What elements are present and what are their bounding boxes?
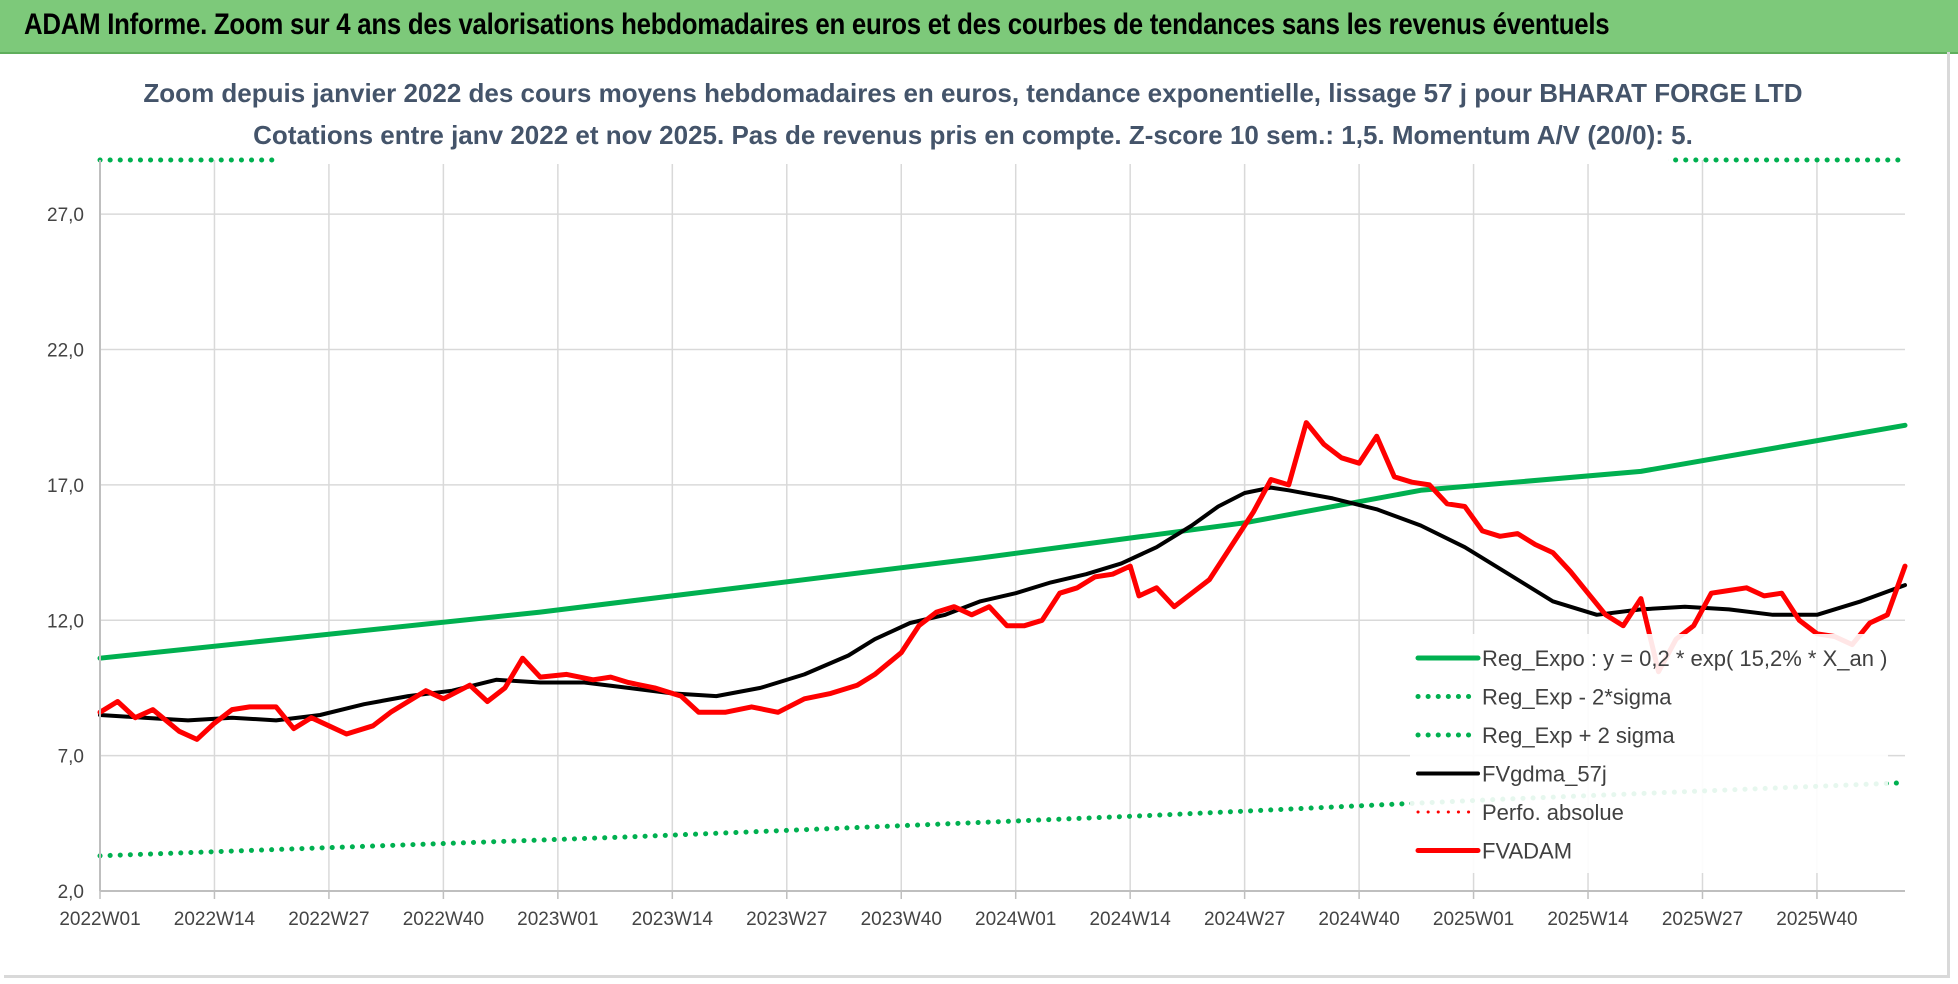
legend: Reg_Expo : y = 0,2 * exp( 15,2% * X_an )… [1410, 634, 1888, 873]
chart-title-line-1: Zoom depuis janvier 2022 des cours moyen… [143, 78, 1802, 108]
chart-title-line-2: Cotations entre janv 2022 et nov 2025. P… [253, 120, 1693, 150]
x-tick-label: 2024W27 [1204, 909, 1285, 930]
series-line-reg-exp-2-sigma [97, 780, 1908, 859]
x-tick-label: 2023W40 [861, 909, 942, 930]
x-tick-label: 2025W27 [1662, 909, 1743, 930]
x-tick-label: 2023W01 [517, 909, 598, 930]
y-tick-label: 2,0 [58, 882, 84, 903]
series-line-fvadam [97, 420, 1908, 742]
x-tick-label: 2024W14 [1089, 909, 1171, 930]
x-tick-label: 2022W27 [288, 909, 369, 930]
grid [100, 160, 1905, 891]
x-tick-label: 2022W14 [174, 909, 256, 930]
x-tick-label: 2025W14 [1547, 909, 1629, 930]
legend-label: Reg_Expo : y = 0,2 * exp( 15,2% * X_an ) [1482, 646, 1887, 671]
banner-title: ADAM Informe. Zoom sur 4 ans des valoris… [24, 8, 1610, 41]
x-tick-label: 2023W14 [632, 909, 714, 930]
axes: 2,0 7,0 12,0 17,0 22,0 27,0 2022W01 2022W14 2022… [47, 160, 1905, 930]
x-tick-label: 2023W27 [746, 909, 827, 930]
legend-label: Reg_Exp - 2*sigma [1482, 685, 1672, 710]
x-tick-label: 2022W01 [59, 909, 140, 930]
x-tick-label: 2024W40 [1318, 909, 1399, 930]
x-tick-label: 2022W40 [403, 909, 484, 930]
legend-label: FVADAM [1482, 839, 1572, 864]
banner: ADAM Informe. Zoom sur 4 ans des valoris… [0, 0, 1958, 54]
legend-label: Reg_Exp + 2 sigma [1482, 723, 1675, 748]
title-background [278, 78, 1668, 164]
y-tick-label: 22,0 [47, 341, 84, 362]
legend-background [1410, 634, 1888, 873]
y-tick-label: 27,0 [47, 205, 84, 226]
legend-label: Perfo. absolue [1482, 800, 1624, 825]
y-tick-label: 17,0 [47, 476, 84, 497]
x-tick-label: 2025W01 [1433, 909, 1514, 930]
y-tick-label: 7,0 [58, 747, 84, 768]
x-tick-label: 2025W40 [1776, 909, 1857, 930]
legend-label: FVgdma_57j [1482, 762, 1607, 787]
x-tick-label: 2024W01 [975, 909, 1056, 930]
chart-frame [4, 52, 1950, 978]
y-tick-label: 12,0 [47, 611, 84, 632]
